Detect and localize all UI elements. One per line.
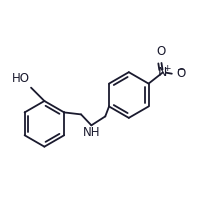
Text: O: O — [157, 45, 166, 58]
Text: N: N — [158, 66, 167, 79]
Text: HO: HO — [12, 72, 30, 85]
Text: +: + — [163, 64, 171, 73]
Text: O: O — [176, 67, 186, 80]
Text: −: − — [177, 65, 185, 75]
Text: NH: NH — [83, 126, 100, 139]
